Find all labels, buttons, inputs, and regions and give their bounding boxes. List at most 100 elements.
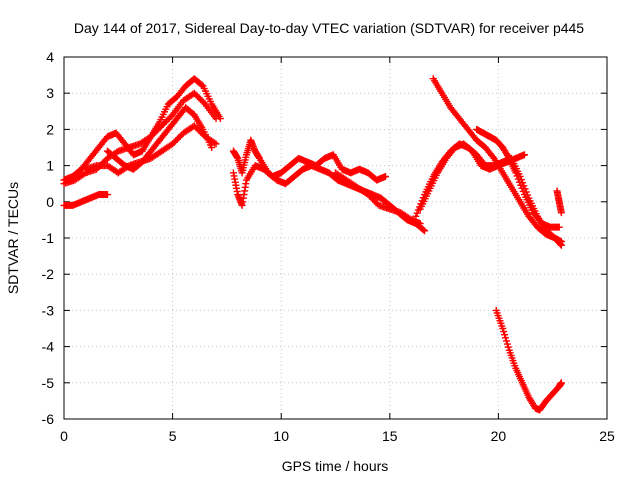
data-point [176,132,184,140]
data-point [515,178,523,186]
data-point [161,119,169,127]
data-point [155,125,163,133]
y-axis-label: SDTVAR / TECUs [5,182,21,294]
series-arc-7 [229,151,389,209]
series-arc-8 [332,169,424,228]
data-point [421,227,429,235]
x-tick-label: 5 [169,428,177,444]
series-arc-6 [229,136,429,235]
data-point [519,187,527,195]
chart-title: Day 144 of 2017, Sidereal Day-to-day VTE… [74,20,584,36]
data-point [413,209,421,217]
data-point [150,130,158,138]
data-point [152,128,160,136]
data-point [419,226,427,234]
data-point [502,337,510,345]
y-tick-label: 4 [46,49,54,65]
data-point [208,144,216,151]
y-tick-label: 0 [46,194,54,210]
data-point [192,123,200,131]
data-point [503,340,511,348]
data-point [172,137,180,145]
x-tick-label: 0 [60,428,68,444]
series-arc-5 [103,104,216,173]
data-point [514,175,522,183]
data-point [366,192,374,200]
data-point [512,169,520,177]
series-arc-11 [429,75,565,246]
data-point [557,209,565,217]
data-point [156,123,164,131]
y-tick-label: -2 [42,266,55,282]
data-point [170,138,178,146]
data-point [162,117,170,125]
data-point [504,343,512,351]
data-point [369,195,377,203]
data-point [501,331,509,339]
data-point [517,181,525,189]
x-tick-label: 20 [491,428,507,444]
y-tick-label: -4 [42,339,55,355]
data-point [367,194,375,202]
data-point [557,238,565,246]
series-arc-14 [492,306,565,414]
data-point [518,184,526,192]
y-tick-label: -5 [42,375,55,391]
data-point [212,115,220,123]
data-point [504,153,512,161]
data-point [195,94,203,102]
data-point [164,116,172,124]
series-arc-3 [60,89,220,188]
data-point [80,170,88,178]
data-series [60,75,565,414]
x-tick-label: 10 [273,428,289,444]
data-point [169,140,177,148]
data-point [173,135,181,143]
axis-ticks: 0 5 10 15 20 25 -6 -5 -4 -3 -2 -1 0 1 2 3 4 [42,49,615,444]
data-point [113,148,121,156]
y-tick-label: -1 [42,230,55,246]
series-arc-1 [60,191,111,209]
x-tick-label: 15 [382,428,398,444]
data-point [103,191,111,199]
data-point [513,172,521,180]
data-point [158,122,166,130]
y-tick-label: -6 [42,411,55,427]
data-point [148,131,156,139]
data-point [198,81,206,89]
data-point [190,122,198,130]
data-point [520,151,528,159]
data-point [372,198,380,206]
grid-lines [64,57,607,419]
data-point [167,112,175,120]
x-tick-label: 25 [599,428,615,444]
data-point [175,134,183,142]
y-tick-label: 1 [46,158,54,174]
series-arc-12 [473,125,563,231]
data-point [165,114,173,122]
plot-frame [63,56,608,420]
data-point [153,126,161,134]
data-point [192,91,200,99]
data-point [190,89,198,97]
data-point [412,212,420,220]
data-point [147,133,155,141]
data-point [197,95,205,103]
y-tick-label: 3 [46,85,54,101]
data-point [212,140,220,148]
data-point [499,325,507,332]
data-point [489,153,497,161]
series-arc-10 [416,140,528,213]
data-point [198,97,206,105]
data-point [381,172,389,180]
data-point [557,379,565,387]
y-tick-label: -3 [42,302,55,318]
data-point [555,223,563,231]
data-point [416,220,424,228]
data-point [500,328,508,336]
series-arc-13 [553,187,565,217]
x-axis-label: GPS time / hours [282,458,389,474]
data-point [364,191,372,199]
data-point [370,197,378,205]
